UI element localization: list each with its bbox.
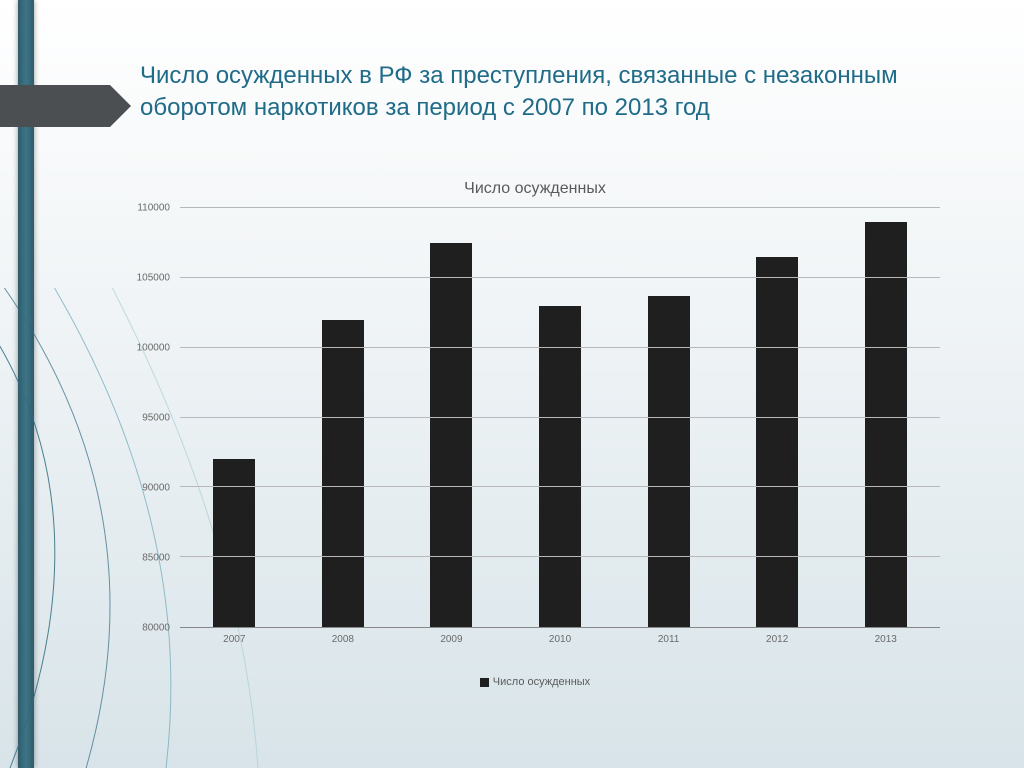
gridline xyxy=(180,486,940,487)
bar-slot: 2013 xyxy=(831,208,940,627)
bar-slot: 2010 xyxy=(506,208,615,627)
y-tick-label: 105000 xyxy=(137,273,170,284)
y-axis: 80000850009000095000100000105000110000 xyxy=(120,208,176,648)
bar xyxy=(648,296,690,627)
bar-slot: 2009 xyxy=(397,208,506,627)
y-tick-label: 110000 xyxy=(137,203,170,214)
bar-slot: 2011 xyxy=(614,208,723,627)
x-tick-label: 2009 xyxy=(440,634,462,645)
chart-title: Число осужденных xyxy=(120,180,950,198)
bar xyxy=(865,222,907,627)
bar xyxy=(539,306,581,627)
gridline xyxy=(180,417,940,418)
gridline xyxy=(180,207,940,208)
chart-legend: Число осужденных xyxy=(120,676,950,688)
y-tick-label: 95000 xyxy=(142,413,170,424)
grid-area: 2007200820092010201120122013 xyxy=(180,208,940,628)
bar-slot: 2007 xyxy=(180,208,289,627)
gridline xyxy=(180,277,940,278)
bar-slot: 2012 xyxy=(723,208,832,627)
arrow-tab-decoration xyxy=(0,85,110,127)
y-tick-label: 85000 xyxy=(142,553,170,564)
bar-slot: 2008 xyxy=(289,208,398,627)
x-tick-label: 2007 xyxy=(223,634,245,645)
x-tick-label: 2011 xyxy=(658,634,680,645)
bars-group: 2007200820092010201120122013 xyxy=(180,208,940,627)
bar xyxy=(756,257,798,627)
legend-label: Число осужденных xyxy=(493,676,590,688)
bar xyxy=(213,459,255,627)
x-tick-label: 2010 xyxy=(549,634,571,645)
chart-plot-area: 80000850009000095000100000105000110000 2… xyxy=(120,208,950,648)
bar xyxy=(322,320,364,627)
x-tick-label: 2012 xyxy=(766,634,788,645)
y-tick-label: 100000 xyxy=(137,343,170,354)
slide: Число осужденных в РФ за преступления, с… xyxy=(0,0,1024,768)
x-tick-label: 2008 xyxy=(332,634,354,645)
chart-container: Число осужденных 80000 85000 90000 95000 100… xyxy=(120,180,950,700)
bar xyxy=(430,243,472,627)
y-tick-label: 90000 xyxy=(142,483,170,494)
gridline xyxy=(180,556,940,557)
y-tick-label: 80000 xyxy=(142,623,170,634)
legend-swatch xyxy=(480,678,489,687)
slide-heading: Число осужденных в РФ за преступления, с… xyxy=(140,60,900,125)
gridline xyxy=(180,347,940,348)
x-tick-label: 2013 xyxy=(875,634,897,645)
